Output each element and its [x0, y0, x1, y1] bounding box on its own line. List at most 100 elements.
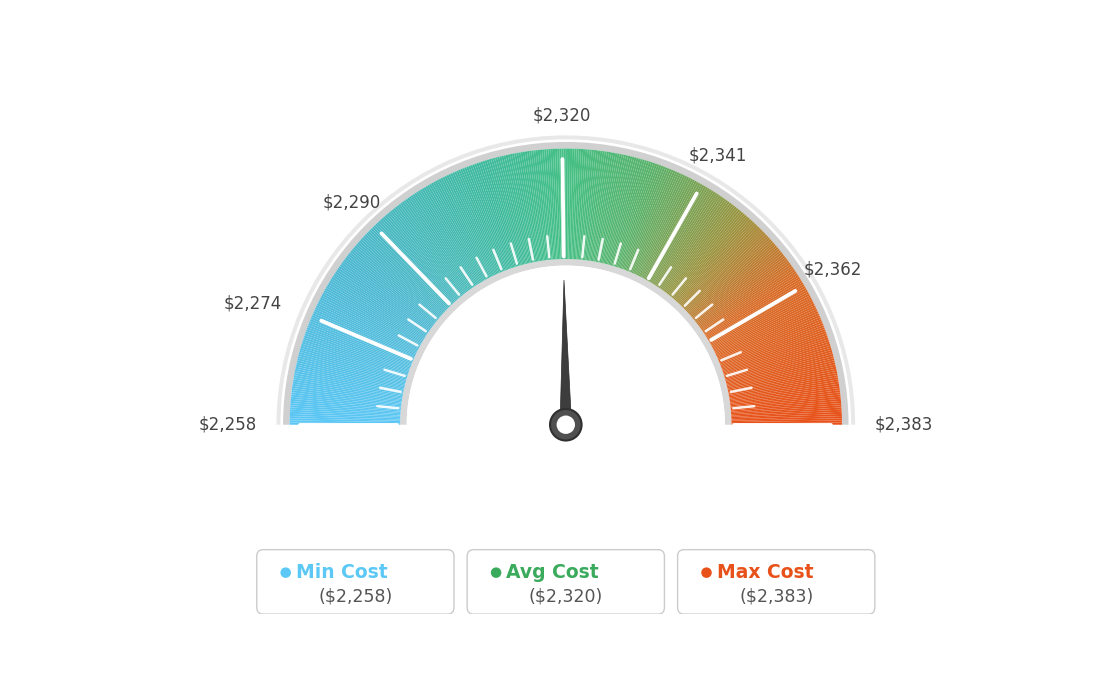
- Wedge shape: [458, 170, 502, 272]
- Wedge shape: [606, 157, 635, 264]
- Wedge shape: [392, 209, 463, 296]
- Wedge shape: [654, 190, 714, 285]
- Wedge shape: [723, 335, 828, 373]
- Wedge shape: [297, 358, 405, 386]
- Wedge shape: [625, 166, 666, 270]
- Text: $2,341: $2,341: [689, 147, 747, 165]
- Wedge shape: [524, 151, 542, 261]
- Wedge shape: [321, 293, 420, 347]
- Text: ($2,320): ($2,320): [529, 587, 603, 605]
- Wedge shape: [580, 150, 592, 259]
- Wedge shape: [558, 148, 562, 259]
- Wedge shape: [293, 386, 402, 403]
- Wedge shape: [731, 414, 842, 420]
- Wedge shape: [570, 148, 574, 259]
- Wedge shape: [420, 189, 479, 284]
- Wedge shape: [408, 197, 473, 288]
- Wedge shape: [574, 149, 581, 259]
- Wedge shape: [585, 150, 601, 260]
- Wedge shape: [635, 174, 683, 275]
- Wedge shape: [510, 154, 533, 262]
- Wedge shape: [709, 286, 806, 343]
- Text: Avg Cost: Avg Cost: [506, 563, 598, 582]
- FancyBboxPatch shape: [467, 550, 665, 614]
- Wedge shape: [495, 157, 524, 264]
- Wedge shape: [722, 333, 827, 371]
- Wedge shape: [694, 250, 782, 321]
- Wedge shape: [291, 393, 401, 406]
- Wedge shape: [602, 155, 628, 264]
- Wedge shape: [641, 179, 693, 277]
- Wedge shape: [725, 350, 832, 381]
- Wedge shape: [724, 344, 830, 377]
- Wedge shape: [344, 257, 434, 325]
- Wedge shape: [592, 152, 612, 262]
- Wedge shape: [298, 356, 405, 385]
- Wedge shape: [714, 302, 814, 352]
- Wedge shape: [729, 371, 837, 394]
- Wedge shape: [376, 222, 454, 304]
- Wedge shape: [564, 148, 565, 259]
- Wedge shape: [692, 246, 777, 318]
- Wedge shape: [675, 216, 749, 300]
- Wedge shape: [438, 179, 490, 277]
- Wedge shape: [730, 390, 840, 405]
- Wedge shape: [382, 217, 456, 302]
- Wedge shape: [620, 164, 659, 269]
- Wedge shape: [390, 210, 461, 297]
- Wedge shape: [724, 342, 830, 376]
- Wedge shape: [503, 155, 530, 264]
- Wedge shape: [317, 303, 417, 353]
- Wedge shape: [730, 384, 839, 402]
- Wedge shape: [329, 280, 425, 339]
- Circle shape: [550, 409, 582, 440]
- Wedge shape: [699, 259, 788, 326]
- Wedge shape: [450, 173, 498, 274]
- Wedge shape: [326, 286, 423, 343]
- Wedge shape: [687, 236, 768, 313]
- Wedge shape: [691, 244, 776, 317]
- Wedge shape: [294, 373, 403, 395]
- Wedge shape: [671, 212, 743, 298]
- Wedge shape: [673, 215, 746, 299]
- Wedge shape: [647, 184, 702, 281]
- Wedge shape: [433, 181, 487, 279]
- Wedge shape: [662, 200, 729, 290]
- Wedge shape: [468, 166, 509, 270]
- Wedge shape: [726, 360, 835, 387]
- Wedge shape: [628, 169, 671, 272]
- Wedge shape: [693, 248, 779, 320]
- Wedge shape: [349, 252, 436, 322]
- Polygon shape: [560, 280, 572, 425]
- Wedge shape: [294, 375, 403, 396]
- Wedge shape: [640, 178, 691, 277]
- Wedge shape: [549, 149, 556, 259]
- Wedge shape: [732, 416, 842, 421]
- Wedge shape: [601, 155, 626, 263]
- Wedge shape: [448, 174, 497, 275]
- Wedge shape: [386, 213, 459, 299]
- Wedge shape: [726, 356, 834, 385]
- Wedge shape: [714, 303, 815, 353]
- Wedge shape: [365, 233, 447, 310]
- Wedge shape: [380, 219, 455, 302]
- Wedge shape: [719, 319, 821, 362]
- Wedge shape: [731, 403, 841, 413]
- Wedge shape: [499, 156, 527, 264]
- Wedge shape: [644, 181, 697, 279]
- Wedge shape: [425, 186, 482, 282]
- Wedge shape: [615, 161, 649, 267]
- Wedge shape: [575, 149, 583, 259]
- Wedge shape: [396, 205, 465, 294]
- Wedge shape: [553, 149, 560, 259]
- Wedge shape: [373, 225, 452, 306]
- Wedge shape: [612, 159, 645, 266]
- Wedge shape: [299, 350, 406, 381]
- Wedge shape: [330, 279, 425, 338]
- Wedge shape: [655, 192, 715, 286]
- Wedge shape: [361, 237, 444, 313]
- Wedge shape: [703, 271, 797, 334]
- Wedge shape: [681, 226, 760, 306]
- Wedge shape: [312, 313, 414, 359]
- Wedge shape: [686, 234, 767, 311]
